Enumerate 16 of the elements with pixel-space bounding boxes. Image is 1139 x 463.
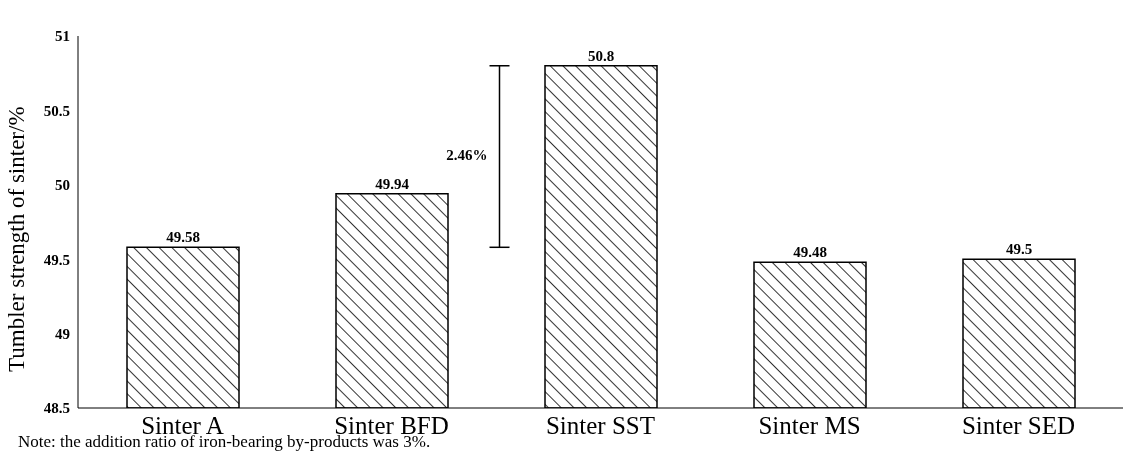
data-label: 49.94 — [375, 175, 410, 192]
y-tick-label: 50.5 — [43, 102, 70, 119]
y-tick-label: 48.5 — [43, 400, 70, 417]
x-tick-label: Sinter MS — [758, 411, 861, 439]
data-label: 50.8 — [587, 47, 615, 64]
x-tick-label: Sinter SST — [545, 411, 656, 439]
y-tick-label: 51 — [55, 28, 70, 45]
y-tick-label: 49.5 — [43, 251, 70, 268]
y-axis-title: Tumbler strength of sinter/% — [4, 106, 30, 372]
data-label: 49.48 — [793, 244, 827, 261]
y-tick-label: 50 — [55, 177, 70, 194]
y-tick-label: 49 — [55, 325, 70, 342]
data-label: 49.58 — [166, 229, 200, 246]
annotation: 2.46% — [446, 146, 488, 163]
data-label: 49.5 — [1005, 241, 1033, 258]
x-tick-label: Sinter SED — [961, 411, 1076, 439]
